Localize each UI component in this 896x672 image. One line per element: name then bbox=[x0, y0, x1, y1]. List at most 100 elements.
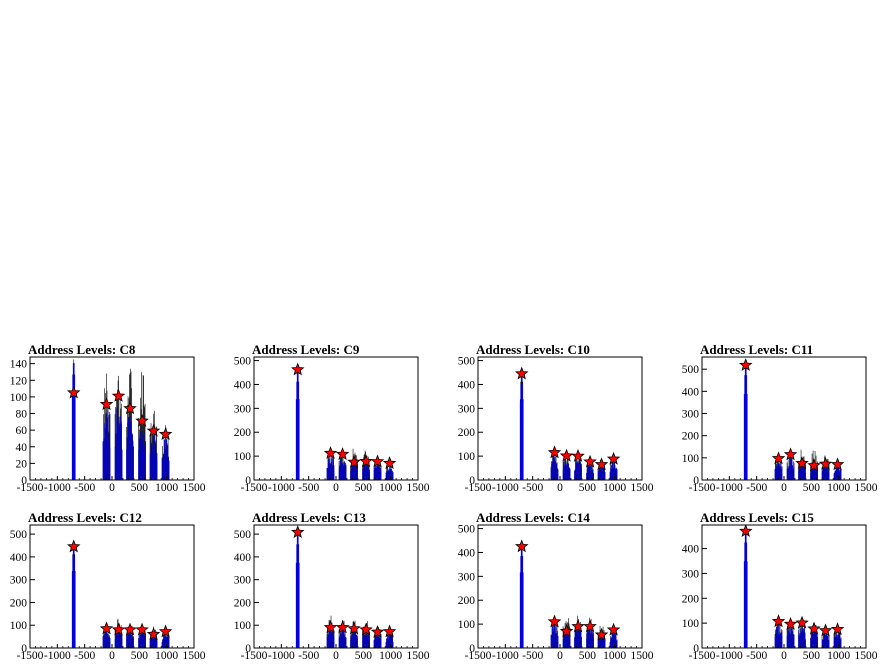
y-tick-label: 0 bbox=[245, 643, 251, 655]
x-tick-label: 1500 bbox=[407, 650, 430, 662]
peak-marker bbox=[571, 449, 585, 462]
peak-marker bbox=[347, 454, 361, 468]
x-tick-label: -500 bbox=[298, 482, 319, 494]
peak-marker bbox=[559, 624, 574, 638]
histogram-c11 bbox=[743, 360, 842, 480]
peak-marker bbox=[111, 388, 126, 402]
peak-marker bbox=[514, 366, 529, 380]
x-tick-label: 0 bbox=[333, 482, 339, 494]
x-tick-label: 0 bbox=[109, 482, 115, 494]
chart-c11: -1500 -1000 -500 0 500 1000 1500 0 100 200 300 400 5… bbox=[682, 342, 878, 494]
y-tick-label: 300 bbox=[682, 409, 700, 421]
chart-c10: -1500 -1000 -500 0 500 1000 1500 0 100 200 300 400 5… bbox=[458, 342, 654, 494]
x-tick-label: -1500 bbox=[465, 482, 492, 494]
peak-marker bbox=[370, 454, 385, 468]
chart-c12: -1500 -1000 -500 0 500 1000 1500 0 100 200 300 400 5… bbox=[10, 510, 206, 662]
peak-marker bbox=[323, 620, 338, 634]
y-tick-label: 500 bbox=[10, 529, 28, 541]
chart-title: Address Levels: C10 bbox=[476, 342, 590, 357]
x-tick-label: 0 bbox=[557, 650, 563, 662]
x-tick-label: -1000 bbox=[268, 482, 295, 494]
x-tick-label: 1000 bbox=[155, 650, 178, 662]
peak-marker bbox=[547, 445, 562, 459]
y-tick-label: 40 bbox=[16, 442, 28, 454]
chart-title: Address Levels: C15 bbox=[700, 510, 814, 525]
y-tick-label: 200 bbox=[458, 427, 476, 439]
x-tick-label: -1500 bbox=[241, 650, 268, 662]
peak-marker bbox=[123, 622, 137, 636]
y-tick-label: 120 bbox=[10, 375, 28, 387]
histogram-c12 bbox=[71, 540, 170, 648]
peak-marker bbox=[66, 385, 81, 399]
y-tick-label: 100 bbox=[10, 392, 28, 404]
x-tick-label: -1500 bbox=[17, 482, 44, 494]
x-tick-label: -1500 bbox=[17, 650, 44, 662]
peak-marker bbox=[606, 451, 621, 465]
x-tick-label: 1500 bbox=[631, 650, 654, 662]
peak-marker bbox=[359, 622, 373, 636]
y-tick-label: 400 bbox=[10, 552, 28, 564]
peak-marker bbox=[606, 622, 621, 636]
peak-marker bbox=[594, 627, 609, 641]
chart-title: Address Levels: C13 bbox=[252, 510, 366, 525]
y-tick-label: 100 bbox=[234, 451, 252, 463]
chart-c15: -1500 -1000 -500 0 500 1000 1500 0 100 200 300 400 A… bbox=[682, 510, 878, 662]
x-tick-label: -1000 bbox=[492, 650, 519, 662]
peak-marker bbox=[290, 362, 305, 376]
y-tick-label: 0 bbox=[469, 475, 475, 487]
y-tick-label: 0 bbox=[469, 643, 475, 655]
chart-c13: -1500 -1000 -500 0 500 1000 1500 0 100 200 300 400 5… bbox=[234, 510, 430, 662]
y-tick-label: 200 bbox=[682, 431, 700, 443]
y-tick-label: 100 bbox=[458, 619, 476, 631]
x-tick-label: -500 bbox=[746, 650, 767, 662]
y-tick-label: 500 bbox=[458, 356, 476, 368]
x-tick-label: -500 bbox=[74, 650, 95, 662]
x-tick-label: -1500 bbox=[689, 482, 716, 494]
plot-frame bbox=[29, 356, 195, 481]
y-tick-label: 0 bbox=[245, 475, 251, 487]
peak-marker bbox=[111, 622, 126, 636]
peak-marker bbox=[818, 456, 833, 470]
x-tick-label: 0 bbox=[557, 482, 563, 494]
peak-marker bbox=[783, 447, 798, 461]
peak-marker bbox=[547, 614, 562, 628]
chart-title: Address Levels: C12 bbox=[28, 510, 142, 525]
peak-marker bbox=[783, 617, 798, 630]
peak-marker bbox=[583, 454, 597, 468]
y-tick-label: 400 bbox=[682, 544, 700, 556]
chart-c14: -1500 -1000 -500 0 500 1000 1500 0 100 200 300 400 5… bbox=[458, 510, 654, 662]
x-tick-label: 1500 bbox=[183, 482, 206, 494]
x-tick-label: 500 bbox=[131, 482, 149, 494]
x-tick-label: -500 bbox=[522, 650, 543, 662]
peak-marker bbox=[290, 525, 305, 539]
peak-marker bbox=[146, 423, 161, 437]
peak-marker bbox=[347, 621, 361, 635]
x-tick-label: 500 bbox=[803, 482, 821, 494]
x-tick-label: 1000 bbox=[827, 482, 850, 494]
peak-marker bbox=[359, 454, 373, 468]
y-tick-label: 0 bbox=[21, 643, 27, 655]
peak-marker bbox=[335, 447, 350, 460]
peak-marker bbox=[514, 539, 529, 553]
peak-marker bbox=[771, 451, 786, 465]
peak-marker bbox=[323, 446, 338, 459]
peak-marker bbox=[66, 539, 81, 553]
peak-marker bbox=[594, 457, 609, 471]
y-tick-label: 200 bbox=[10, 597, 28, 609]
x-tick-label: 1000 bbox=[379, 650, 402, 662]
y-tick-label: 400 bbox=[458, 547, 476, 559]
x-tick-label: 500 bbox=[355, 482, 373, 494]
y-tick-label: 400 bbox=[682, 386, 700, 398]
y-tick-label: 100 bbox=[682, 618, 700, 630]
peak-marker bbox=[158, 427, 173, 441]
plot-frame bbox=[477, 356, 643, 481]
y-tick-label: 80 bbox=[16, 409, 28, 421]
peak-marker bbox=[99, 621, 114, 635]
peak-marker bbox=[738, 358, 753, 371]
x-tick-label: -1000 bbox=[716, 650, 743, 662]
y-tick-label: 500 bbox=[682, 364, 700, 376]
x-tick-label: 1000 bbox=[603, 650, 626, 662]
peak-marker bbox=[146, 627, 161, 641]
peak-marker bbox=[382, 624, 397, 638]
peak-marker bbox=[335, 620, 350, 634]
